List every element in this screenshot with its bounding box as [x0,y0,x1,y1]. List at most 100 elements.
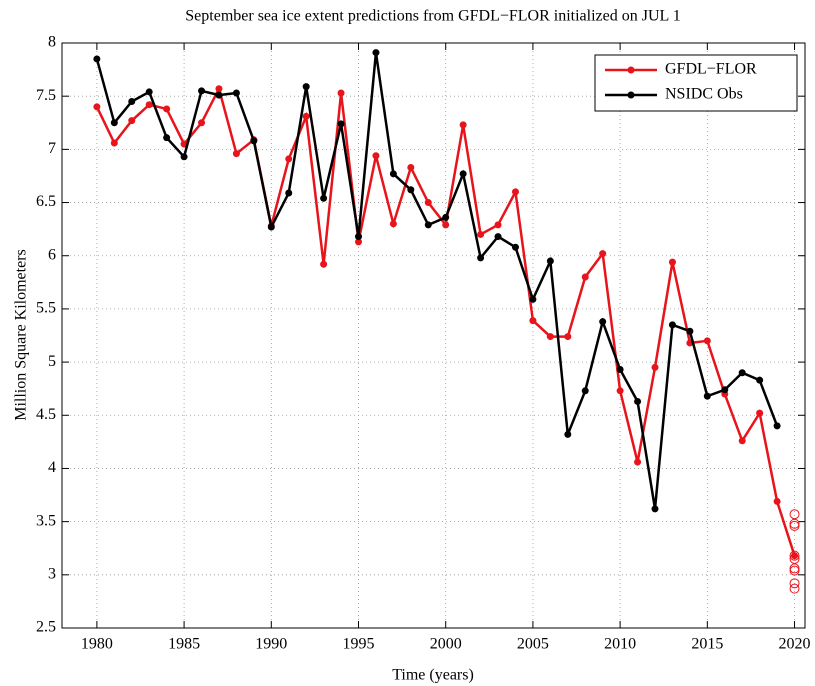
series-line [95,52,779,510]
x-tick-label: 1990 [255,636,287,653]
ensemble-point [789,578,800,589]
data-point [756,409,764,417]
data-point [267,223,275,231]
data-point [616,387,624,395]
data-point [668,258,676,266]
y-tick-label: 7 [48,140,56,157]
data-point [721,386,729,394]
data-point [110,139,118,147]
ensemble-point [789,509,800,520]
y-tick-label: 2.5 [36,619,56,636]
data-point [320,260,328,268]
data-point [372,49,380,57]
data-point [337,89,345,97]
data-point [424,221,432,229]
data-point [232,89,240,97]
data-point [494,221,502,229]
x-axis-label: Time (years) [392,667,474,684]
data-point [564,430,572,438]
series-line [95,85,796,557]
data-point [198,119,206,127]
data-point [511,243,519,251]
x-tick-label: 2015 [691,636,723,653]
data-point [372,152,380,160]
data-point [634,458,642,466]
data-point [128,117,136,125]
data-point [459,170,467,178]
data-point [477,254,485,262]
y-tick-label: 5 [48,353,56,370]
data-point [581,273,589,281]
data-point [285,189,293,197]
data-point [110,119,118,127]
data-point [320,194,328,202]
data-point [668,321,676,329]
ensemble-point [789,550,800,561]
y-tick-label: 6 [48,246,56,263]
x-tick-label: 1980 [81,636,113,653]
data-point [703,392,711,400]
ensemble-point [789,553,800,564]
data-point [773,422,781,430]
data-point [215,91,223,99]
data-point [424,199,432,207]
data-point [442,221,450,229]
x-tick-label: 2005 [517,636,549,653]
data-point [163,134,171,142]
legend-marker [627,66,635,74]
data-point [599,318,607,326]
ensemble-point [789,583,800,594]
data-point [634,397,642,405]
data-point [756,376,764,384]
data-point [791,552,799,560]
data-point [93,103,101,111]
data-point [546,333,554,341]
data-point [494,233,502,241]
data-point [529,295,537,303]
data-point [477,230,485,238]
data-point [145,101,153,109]
ensemble-point [789,565,800,576]
legend-box [594,54,798,112]
x-tick-label: 1985 [168,636,200,653]
legend-label: GFDL−FLOR [665,61,757,78]
y-tick-label: 8 [48,34,56,51]
x-tick-label: 2010 [604,636,636,653]
data-point [285,155,293,163]
data-point [407,163,415,171]
legend-marker [627,91,635,99]
chart-title: September sea ice extent predictions fro… [185,8,680,25]
data-point [128,98,136,105]
data-point [459,121,467,129]
data-point [738,437,746,445]
data-point [581,387,589,395]
y-tick-label: 4.5 [36,406,56,423]
data-point [599,250,607,258]
data-point [442,213,450,221]
data-point [651,505,659,513]
data-point [651,363,659,371]
data-point [355,233,363,241]
data-point [198,87,206,95]
data-point [389,170,397,178]
data-point [407,186,415,194]
data-point [93,55,101,63]
y-axis-label: Million Square Kilometers [13,249,30,421]
data-point [302,112,310,120]
data-point [738,369,746,377]
data-point [616,366,624,374]
data-point [355,238,363,246]
y-tick-label: 3.5 [36,512,56,529]
y-tick-label: 5.5 [36,300,56,317]
data-point [180,153,188,161]
data-point [215,85,223,93]
data-point [337,120,345,128]
data-point [546,257,554,265]
data-point [389,220,397,228]
data-point [703,337,711,345]
y-tick-label: 6.5 [36,193,56,210]
y-tick-label: 7.5 [36,87,56,104]
data-point [145,88,153,96]
plot-frame [61,42,806,629]
